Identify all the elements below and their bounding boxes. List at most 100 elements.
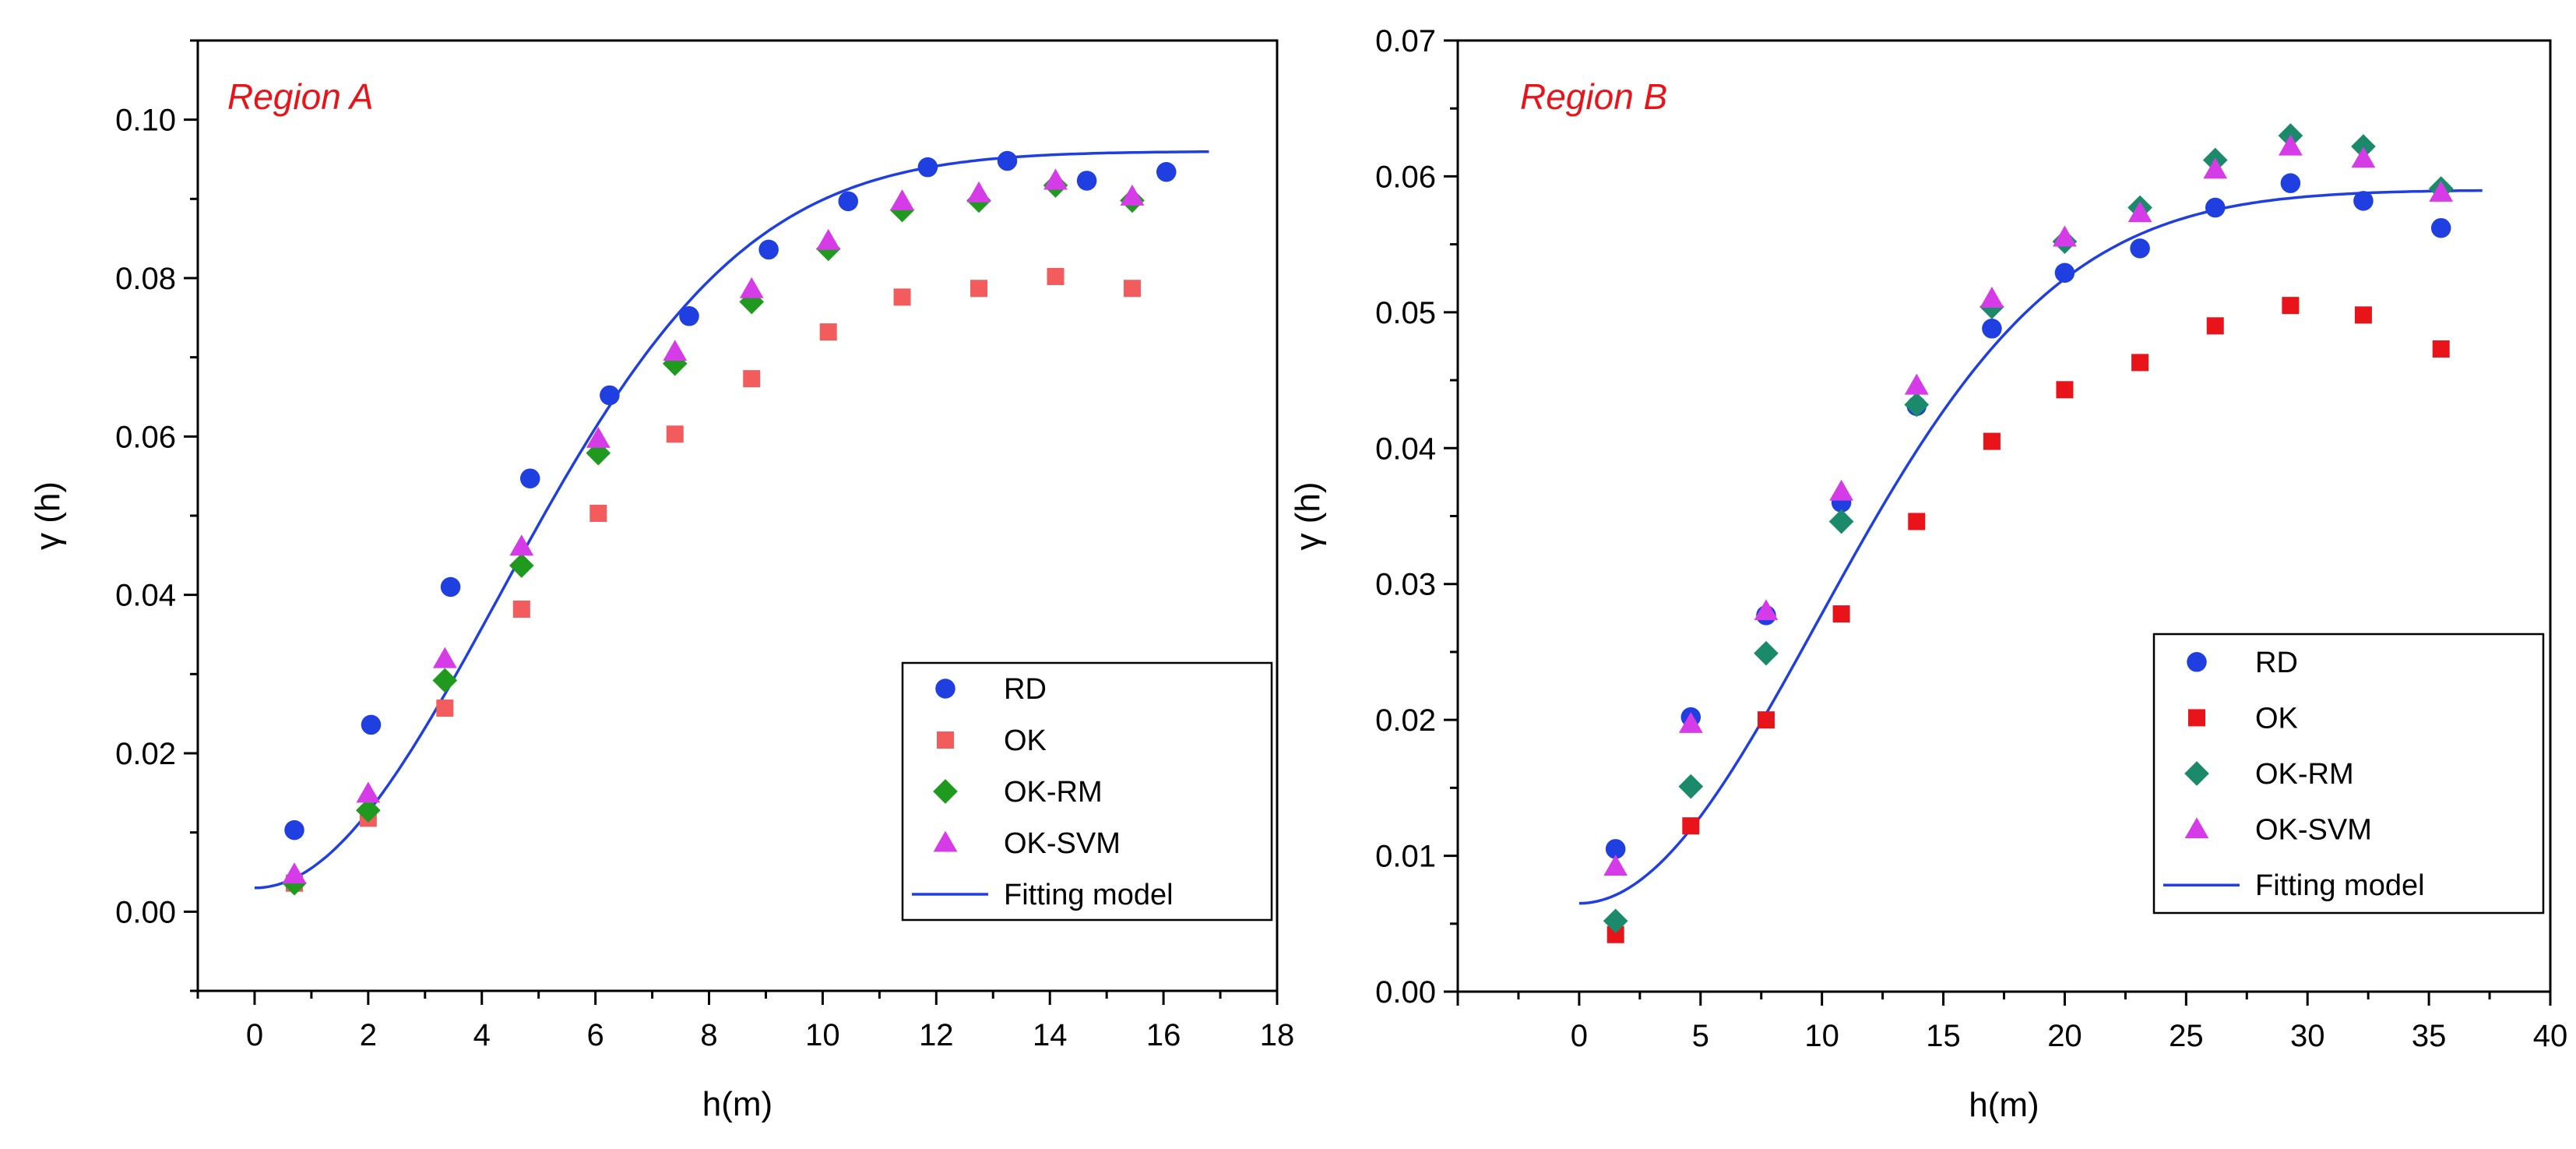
- y-tick-label: 0.02: [1375, 703, 1436, 738]
- y-tick-label: 0.08: [115, 262, 176, 296]
- legend-symbol-rd: [2187, 652, 2207, 672]
- x-tick-label: 4: [473, 1018, 491, 1052]
- point-ok-svm: [1980, 287, 2004, 308]
- point-ok-rm: [586, 440, 611, 466]
- y-tick-label: 0.06: [115, 420, 176, 454]
- legend-label: OK-SVM: [1004, 827, 1121, 860]
- y-tick-label: 0.01: [1375, 840, 1436, 874]
- legend-label: OK: [1004, 724, 1047, 757]
- x-tick-label: 40: [2533, 1019, 2568, 1053]
- point-rd: [2130, 238, 2150, 259]
- x-tick-label: 25: [2169, 1019, 2204, 1053]
- point-ok-svm: [1120, 184, 1145, 206]
- x-tick-label: 18: [1260, 1018, 1295, 1052]
- point-ok: [1832, 605, 1850, 623]
- point-ok: [666, 425, 684, 443]
- legend-symbol-ok-svm: [2184, 817, 2209, 839]
- point-ok: [1908, 513, 1926, 530]
- legend-label: Fitting model: [2255, 869, 2425, 902]
- point-ok-rm: [1754, 640, 1779, 666]
- x-tick-label: 10: [805, 1018, 840, 1052]
- point-rd: [1982, 319, 2002, 339]
- point-ok-rm: [2351, 134, 2376, 159]
- point-ok-rm: [1603, 908, 1628, 934]
- legend-label: OK-RM: [1004, 776, 1103, 809]
- y-tick-label: 0.04: [115, 579, 176, 613]
- x-tick-label: 35: [2412, 1019, 2447, 1053]
- point-ok: [2056, 381, 2074, 399]
- x-tick-label: 2: [360, 1018, 377, 1052]
- point-ok-svm: [663, 340, 688, 361]
- point-rd: [2205, 197, 2226, 218]
- legend-symbol-ok-rm: [2184, 761, 2209, 786]
- point-ok: [1757, 711, 1775, 729]
- legend-box: [2152, 633, 2545, 915]
- point-rd: [440, 576, 461, 597]
- legend-label: OK: [2255, 702, 2298, 735]
- point-ok-svm: [2053, 225, 2077, 247]
- point-rd: [2430, 217, 2451, 238]
- point-ok: [1123, 280, 1141, 298]
- point-rd: [2280, 173, 2301, 193]
- point-ok: [1606, 925, 1624, 943]
- legend-symbol-rd: [935, 678, 955, 699]
- x-tick-label: 12: [919, 1018, 954, 1052]
- point-rd: [997, 150, 1018, 171]
- y-tick-label: 0.07: [1375, 24, 1436, 58]
- legend-label: OK-SVM: [2255, 814, 2372, 847]
- point-rd: [519, 468, 540, 488]
- point-ok: [2282, 297, 2300, 315]
- chart-region-a: 0 2 4 6 8 10 12 14 16 18 0.00 0.02 0.04 0.06 0.08 0.10 h…: [29, 39, 1295, 1123]
- point-ok: [2131, 354, 2149, 372]
- point-ok-svm: [890, 189, 914, 210]
- point-ok: [893, 288, 911, 306]
- y-tick-label: 0.10: [115, 104, 176, 138]
- y-tick-label: 0.00: [115, 895, 176, 929]
- point-rd: [917, 157, 938, 178]
- point-ok: [1983, 432, 2001, 450]
- point-ok: [743, 370, 761, 388]
- x-axis-title: h(m): [702, 1085, 772, 1123]
- y-tick-label: 0.06: [1375, 160, 1436, 194]
- point-ok-svm: [966, 181, 991, 203]
- point-ok-svm: [2429, 180, 2454, 202]
- legend-label: OK-RM: [2255, 758, 2354, 791]
- point-ok-svm: [2278, 134, 2303, 156]
- point-ok-rm: [1828, 509, 1854, 534]
- legend-label: RD: [1004, 673, 1047, 706]
- point-ok-rm: [356, 798, 381, 823]
- point-ok-svm: [586, 426, 611, 448]
- legend-symbol-ok: [937, 731, 954, 749]
- legend-symbol-ok-rm: [933, 779, 958, 804]
- x-tick-label: 8: [700, 1018, 717, 1052]
- point-rd: [838, 191, 859, 212]
- point-ok-svm: [356, 781, 381, 803]
- point-rd: [679, 306, 699, 326]
- point-ok-svm: [816, 228, 841, 250]
- point-ok: [970, 280, 988, 298]
- x-tick-label: 0: [1571, 1019, 1588, 1053]
- point-ok-svm: [509, 534, 534, 556]
- y-axis-title: γ (h): [29, 481, 67, 550]
- point-rd: [1076, 171, 1097, 191]
- point-ok: [1682, 817, 1700, 835]
- x-tick-label: 5: [1692, 1019, 1709, 1053]
- point-ok: [819, 323, 837, 341]
- y-tick-label: 0.03: [1375, 568, 1436, 602]
- point-ok: [2432, 340, 2450, 358]
- x-tick-label: 0: [246, 1018, 263, 1052]
- point-ok: [512, 600, 530, 618]
- point-ok: [589, 504, 607, 522]
- legend-symbol-ok-svm: [933, 830, 958, 852]
- legend-label: Fitting model: [1004, 879, 1174, 911]
- point-ok: [436, 700, 454, 717]
- x-axis-title: h(m): [1969, 1086, 2039, 1124]
- point-ok-svm: [1829, 479, 1854, 501]
- point-rd: [284, 819, 304, 841]
- point-ok-svm: [2351, 146, 2376, 168]
- point-ok-rm: [432, 668, 458, 693]
- point-ok: [2206, 317, 2224, 335]
- y-tick-label: 0.05: [1375, 296, 1436, 330]
- point-ok: [2354, 306, 2372, 324]
- point-ok-svm: [1603, 855, 1628, 876]
